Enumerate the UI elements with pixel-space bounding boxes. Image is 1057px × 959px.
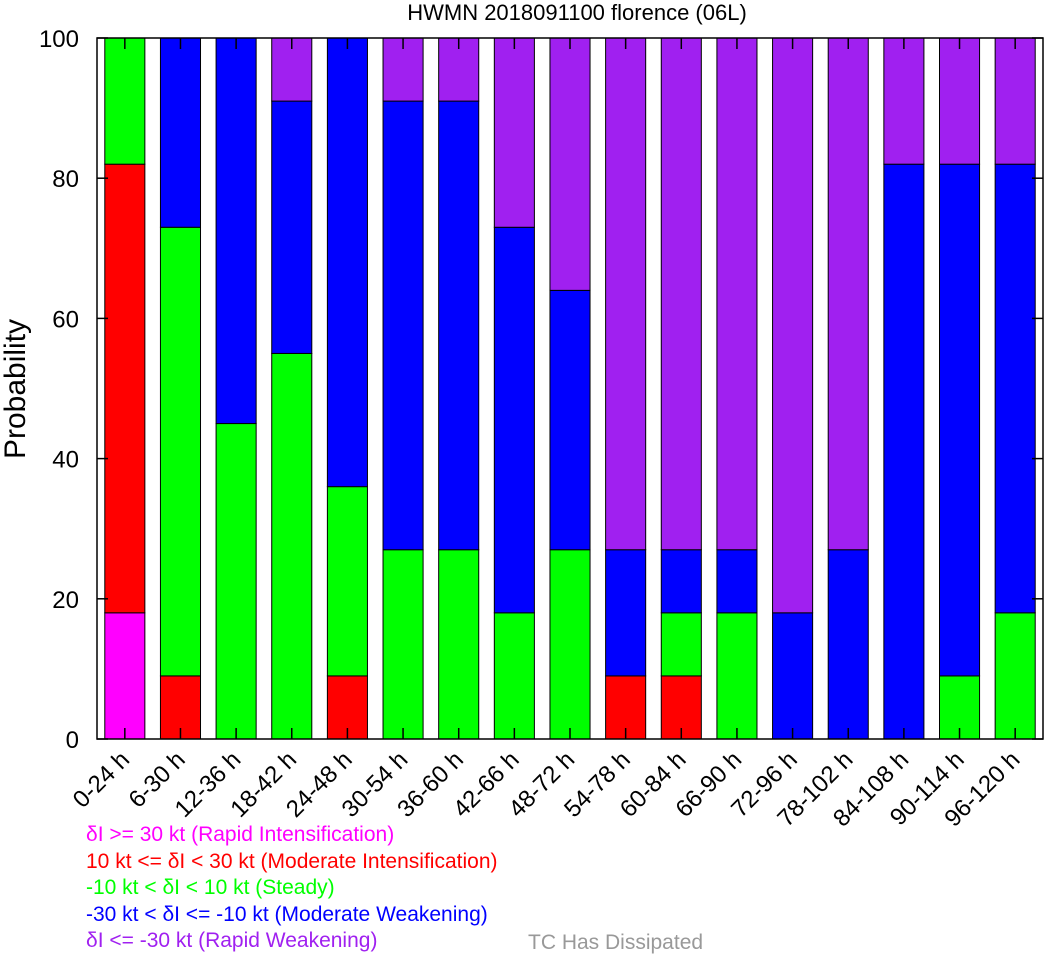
- dissipated-note: TC Has Dissipated: [528, 931, 704, 954]
- bar-segment-42-66h-s3: [493, 226, 535, 614]
- bar-segment-60-84h-s4: [660, 37, 702, 551]
- bar-segment-84-108h-s4: [883, 37, 925, 165]
- bar-segment-78-102h-s3: [827, 549, 869, 740]
- bar-segment-30-54h-s2: [382, 549, 424, 740]
- chart-title: HWMN 2018091100 florence (06L): [407, 0, 747, 25]
- bar-segment-96-120h-s4: [994, 37, 1036, 165]
- axes: [96, 37, 1044, 740]
- legend-entry-4: δI <= -30 kt (Rapid Weakening): [86, 929, 378, 952]
- y-tick-label: 100: [39, 26, 79, 53]
- bar-segment-0-24h-s1: [104, 163, 146, 614]
- y-tick-label: 40: [52, 447, 79, 474]
- x-tick-label: 0-24 h: [68, 746, 135, 813]
- bar-segment-12-36h-s3: [215, 37, 257, 425]
- bar-segment-66-90h-s4: [716, 37, 758, 551]
- bar-segment-12-36h-s2: [215, 423, 257, 740]
- bar-segment-18-42h-s3: [271, 100, 313, 354]
- bar-segment-42-66h-s4: [493, 37, 535, 228]
- bar-segment-42-66h-s2: [493, 612, 535, 740]
- bar-segment-54-78h-s3: [605, 549, 647, 677]
- legend-entry-1: 10 kt <= δI < 30 kt (Moderate Intensific…: [86, 849, 498, 873]
- bar-segment-90-114h-s4: [939, 37, 981, 165]
- bar-segment-30-54h-s3: [382, 100, 424, 551]
- bar-segment-54-78h-s4: [605, 37, 647, 551]
- bar-segment-0-24h-s0: [104, 612, 146, 740]
- bar-segment-84-108h-s3: [883, 163, 925, 740]
- bar-segment-30-54h-s4: [382, 37, 424, 102]
- bar-segment-60-84h-s2: [660, 612, 702, 677]
- bar-segment-36-60h-s4: [438, 37, 480, 102]
- bar-segment-6-30h-s3: [159, 37, 202, 228]
- bar-segment-48-72h-s2: [549, 549, 591, 740]
- legend: δI >= 30 kt (Rapid Intensification) 10 kt…: [86, 822, 498, 955]
- y-axis-label: Probability: [0, 319, 32, 459]
- bar-segment-90-114h-s3: [939, 163, 981, 677]
- bar-segment-6-30h-s2: [159, 226, 202, 677]
- bar-segment-48-72h-s3: [549, 289, 591, 551]
- y-tick-label: 60: [52, 306, 79, 333]
- bar-segment-0-24h-s2: [104, 37, 146, 165]
- bar-segment-60-84h-s3: [660, 549, 702, 614]
- bar-segment-96-120h-s3: [994, 163, 1036, 614]
- bar-segment-78-102h-s4: [827, 37, 869, 551]
- y-tick-label: 80: [52, 166, 79, 193]
- bar-segment-72-96h-s3: [772, 612, 814, 740]
- y-tick-labels: 0 20 40 60 80 100: [39, 26, 79, 754]
- bar-segment-24-48h-s2: [326, 486, 368, 677]
- bar-segment-72-96h-s4: [772, 37, 814, 614]
- y-tick-label: 20: [52, 587, 79, 614]
- x-tick-labels: 0-24 h6-30 h12-36 h18-42 h24-48 h30-54 h…: [68, 746, 1026, 832]
- bar-segment-96-120h-s2: [994, 612, 1036, 740]
- legend-entry-2: -10 kt < δI < 10 kt (Steady): [86, 876, 335, 899]
- bar-segment-36-60h-s3: [438, 100, 480, 551]
- bar-segment-18-42h-s2: [271, 352, 313, 740]
- bar-segment-66-90h-s2: [716, 612, 758, 740]
- bar-segment-66-90h-s3: [716, 549, 758, 614]
- bar-group: [104, 37, 1036, 740]
- bar-segment-36-60h-s2: [438, 549, 480, 740]
- bar-segment-48-72h-s4: [549, 37, 591, 291]
- legend-entry-3: -30 kt < δI <= -10 kt (Moderate Weakenin…: [86, 902, 488, 926]
- legend-entry-0: δI >= 30 kt (Rapid Intensification): [86, 823, 395, 846]
- y-tick-label: 0: [66, 727, 79, 754]
- bar-segment-24-48h-s3: [326, 37, 368, 488]
